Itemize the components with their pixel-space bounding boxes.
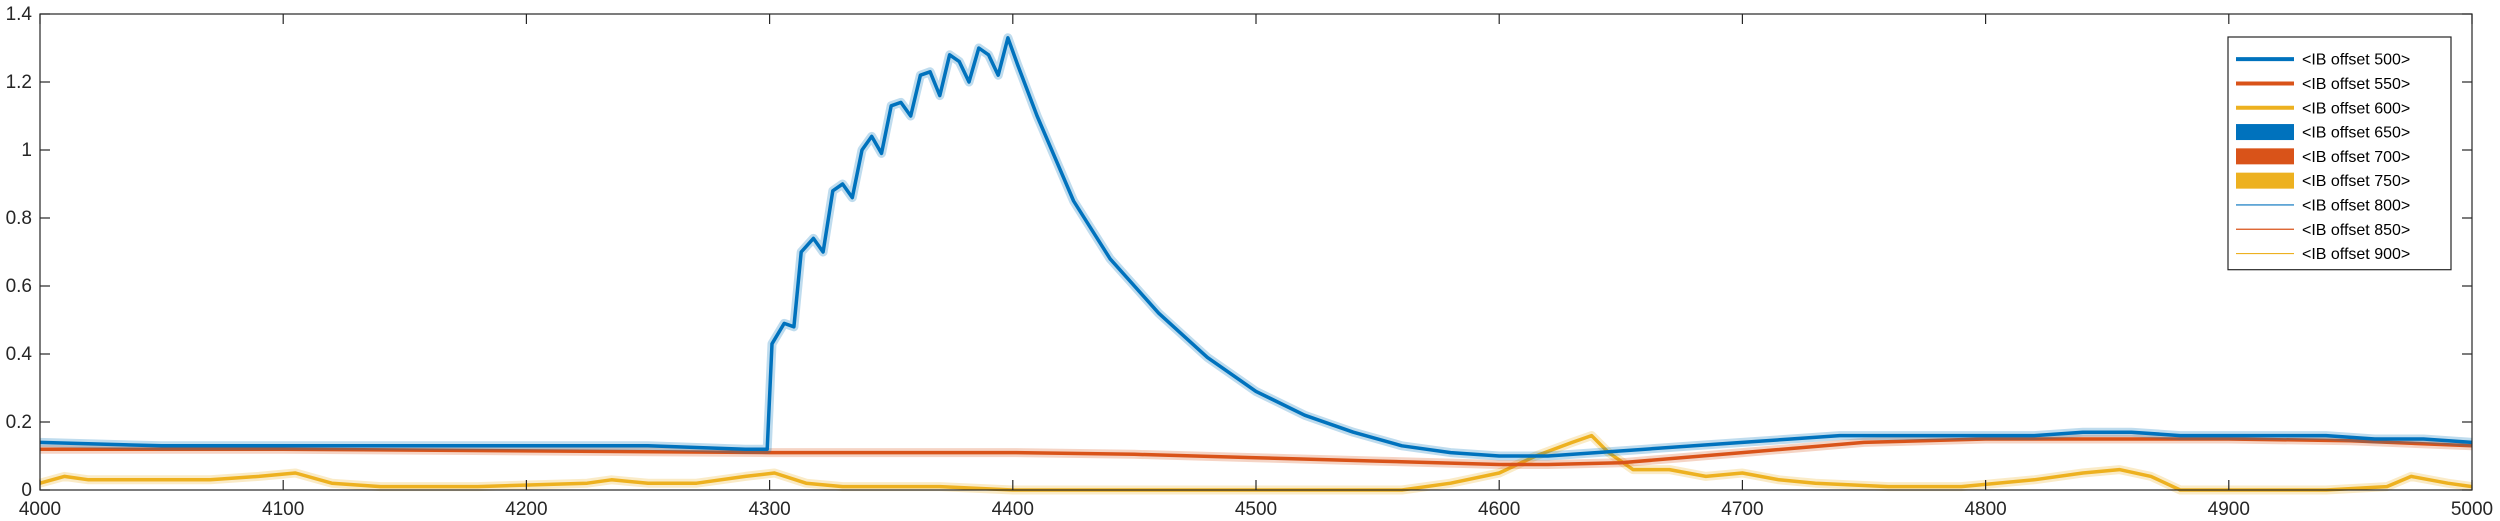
x-tick-label: 4600	[1478, 499, 1520, 520]
x-tick-label: 4400	[992, 499, 1034, 520]
series-3-line	[39, 433, 2473, 492]
legend: <IB offset 500> <IB offset 550> <IB offset…	[2227, 36, 2452, 271]
axes-layer: 4000 4100 4200 4300 4400 4500 4600 4700 4800 4900…	[6, 4, 2494, 520]
y-tick-label: 1.4	[6, 4, 33, 25]
y-tick-label: 1	[21, 140, 32, 161]
x-tick-label: 4100	[262, 499, 304, 520]
x-tick-label: 5000	[2451, 499, 2493, 520]
legend-label: <IB offset 550>	[2302, 76, 2410, 93]
x-tick-label: 4500	[1235, 499, 1277, 520]
x-tick-label: 4800	[1964, 499, 2006, 520]
series-2-line	[40, 437, 2473, 467]
legend-label: <IB offset 900>	[2302, 246, 2410, 263]
series-1-line	[39, 36, 2473, 458]
legend-label: <IB offset 750>	[2302, 173, 2410, 190]
x-tick-label: 4000	[19, 499, 61, 520]
x-tick-label: 4300	[748, 499, 790, 520]
legend-swatch	[2236, 148, 2294, 165]
legend-label: <IB offset 700>	[2302, 149, 2410, 166]
x-tick-label: 4900	[2208, 499, 2250, 520]
y-tick-label: 0.2	[6, 412, 32, 433]
y-tick-label: 0.4	[6, 344, 33, 365]
legend-label: <IB offset 650>	[2302, 125, 2410, 142]
y-tick-label: 0	[21, 480, 32, 501]
legend-swatch	[2236, 172, 2294, 189]
legend-swatch	[2236, 124, 2294, 141]
legend-label: <IB offset 500>	[2302, 52, 2410, 69]
x-tick-label: 4700	[1721, 499, 1763, 520]
legend-label: <IB offset 600>	[2302, 100, 2410, 117]
legend-label: <IB offset 850>	[2302, 222, 2410, 239]
y-tick-label: 0.8	[6, 208, 32, 229]
x-tick-label: 4200	[505, 499, 547, 520]
legend-label: <IB offset 800>	[2302, 197, 2410, 214]
y-tick-label: 1.2	[6, 72, 32, 93]
y-tick-label: 0.6	[6, 276, 32, 297]
series-layer	[38, 33, 2473, 495]
